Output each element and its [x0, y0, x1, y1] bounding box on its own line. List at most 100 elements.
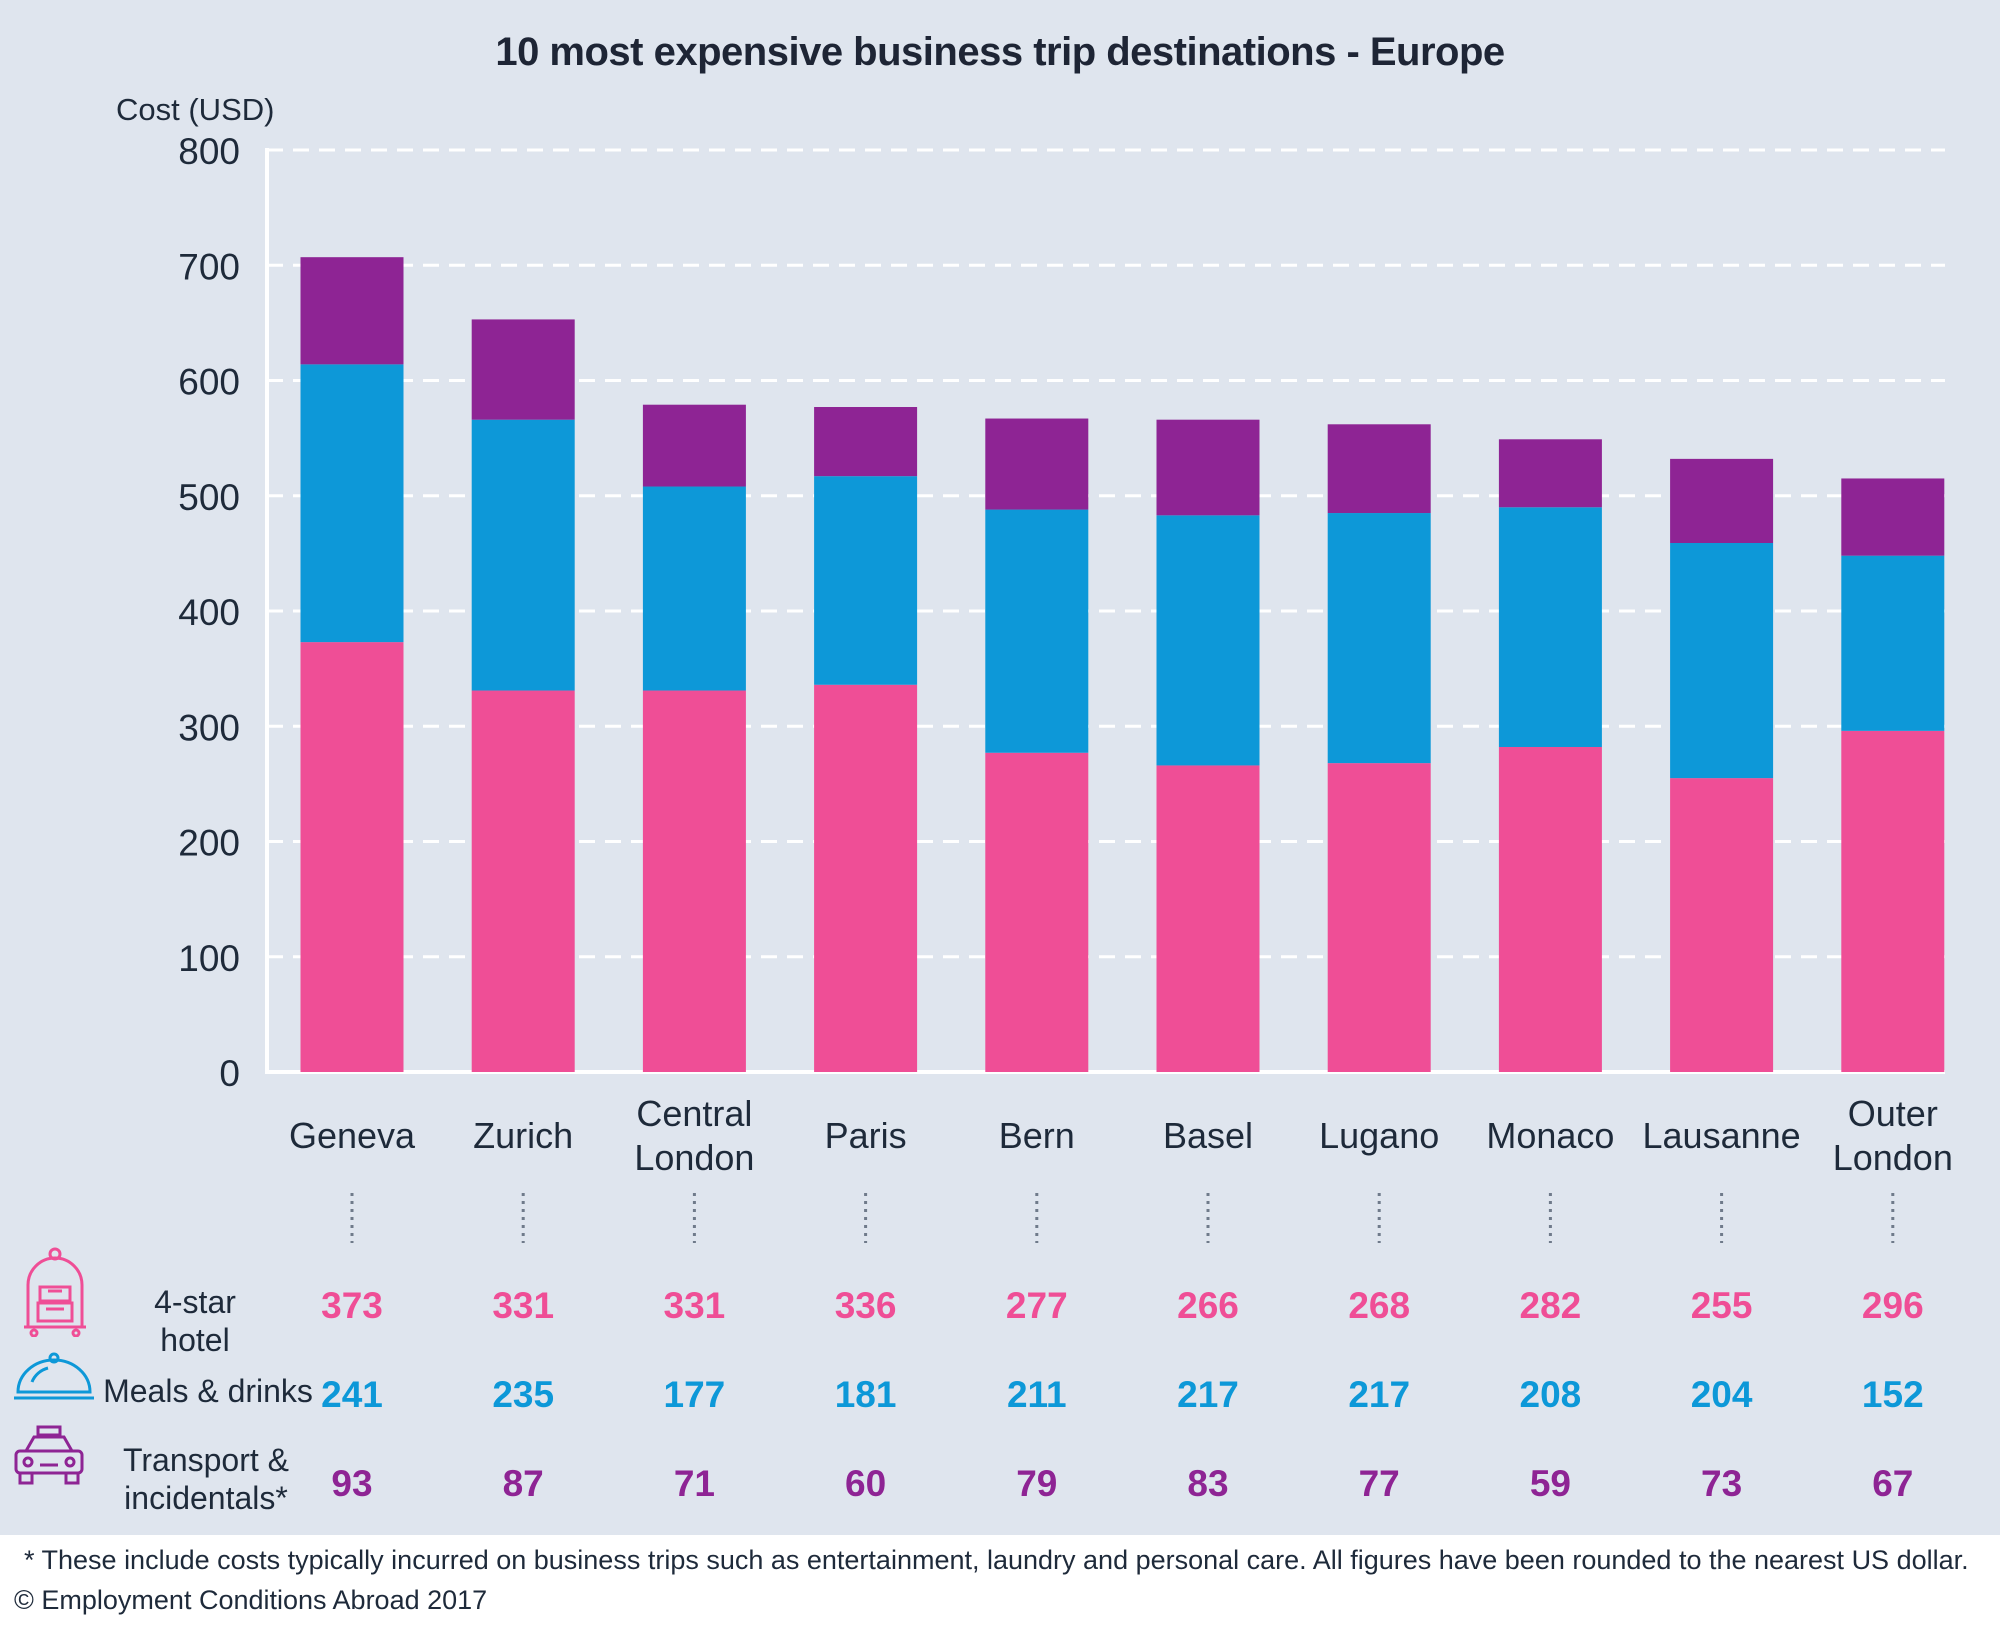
data-value-label: 71	[634, 1463, 754, 1505]
hotel-trolley-icon	[20, 1247, 90, 1342]
y-tick-label: 0	[219, 1053, 240, 1094]
data-value-label: 336	[806, 1285, 926, 1327]
bar-segment	[1841, 731, 1944, 1072]
data-value-label: 208	[1490, 1374, 1610, 1416]
data-value-label: 93	[292, 1463, 412, 1505]
bar-segment	[1157, 515, 1260, 765]
x-tick-label-line: Outer	[1813, 1092, 1973, 1136]
x-tick-label-line: Central	[614, 1092, 774, 1136]
x-tick-label: Paris	[786, 1114, 946, 1158]
y-axis-label: Cost (USD)	[116, 92, 274, 128]
data-value-label: 67	[1833, 1463, 1953, 1505]
x-tick-label-line: Lausanne	[1642, 1114, 1802, 1158]
bar-segment	[1328, 513, 1431, 763]
data-value-label: 373	[292, 1285, 412, 1327]
copyright: © Employment Conditions Abroad 2017	[14, 1585, 487, 1616]
data-value-label: 87	[463, 1463, 583, 1505]
y-tick-label: 600	[178, 362, 240, 403]
y-tick-label: 200	[178, 823, 240, 864]
data-value-label: 331	[463, 1285, 583, 1327]
x-tick-label-line: Lugano	[1299, 1114, 1459, 1158]
data-value-label: 331	[634, 1285, 754, 1327]
bar-segment	[301, 642, 404, 1072]
data-value-label: 217	[1148, 1374, 1268, 1416]
data-value-label: 277	[977, 1285, 1097, 1327]
bar-segment	[1499, 507, 1602, 747]
x-tick-label-line: Bern	[957, 1114, 1117, 1158]
bar-segment	[1157, 765, 1260, 1072]
x-tick-label-line: Zurich	[443, 1114, 603, 1158]
bar-segment	[472, 319, 575, 419]
x-tick-label: Basel	[1128, 1114, 1288, 1158]
bar-segment	[472, 691, 575, 1072]
data-value-label: 296	[1833, 1285, 1953, 1327]
x-tick-label: Monaco	[1470, 1114, 1630, 1158]
bar-segment	[1841, 478, 1944, 555]
y-tick-label: 100	[178, 938, 240, 979]
data-value-label: 204	[1662, 1374, 1782, 1416]
taxi-icon	[12, 1425, 86, 1492]
x-tick-label: Outer London	[1813, 1092, 1973, 1180]
x-tick-label-line: Basel	[1128, 1114, 1288, 1158]
data-value-label: 282	[1490, 1285, 1610, 1327]
x-tick-label-line: Paris	[786, 1114, 946, 1158]
y-tick-label: 500	[178, 477, 240, 518]
data-value-label: 77	[1319, 1463, 1439, 1505]
bar-segment	[1157, 420, 1260, 516]
data-value-label: 73	[1662, 1463, 1782, 1505]
x-tick-label: Zurich	[443, 1114, 603, 1158]
y-tick-label: 800	[178, 131, 240, 172]
bar-segment	[1499, 747, 1602, 1072]
x-tick-label: Lausanne	[1642, 1114, 1802, 1158]
bar-segment	[1841, 556, 1944, 731]
y-tick-label: 700	[178, 246, 240, 287]
bar-segment	[643, 405, 746, 487]
chart-title: 10 most expensive business trip destinat…	[0, 30, 2000, 75]
data-value-label: 181	[806, 1374, 926, 1416]
bar-segment	[814, 476, 917, 685]
bar-segment	[1670, 778, 1773, 1072]
bar-segment	[1328, 424, 1431, 513]
bar-segment	[643, 691, 746, 1072]
footnote: * These include costs typically incurred…	[24, 1545, 1984, 1576]
bar-segment	[1499, 439, 1602, 507]
x-tick-label: Central London	[614, 1092, 774, 1180]
bar-segment	[985, 419, 1088, 510]
data-value-label: 235	[463, 1374, 583, 1416]
x-tick-label-line: London	[1813, 1136, 1973, 1180]
bar-segment	[1328, 763, 1431, 1072]
bar-segment	[643, 487, 746, 691]
data-value-label: 79	[977, 1463, 1097, 1505]
bar-segment	[985, 510, 1088, 753]
bar-segment	[985, 753, 1088, 1072]
data-value-label: 83	[1148, 1463, 1268, 1505]
data-value-label: 217	[1319, 1374, 1439, 1416]
series-label: Transport & incidentals*	[106, 1441, 306, 1517]
bar-segment	[301, 257, 404, 364]
data-value-label: 211	[977, 1374, 1097, 1416]
data-value-label: 59	[1490, 1463, 1610, 1505]
x-tick-label: Bern	[957, 1114, 1117, 1158]
bar-segment	[1670, 459, 1773, 543]
data-value-label: 241	[292, 1374, 412, 1416]
data-value-label: 268	[1319, 1285, 1439, 1327]
bar-segment	[301, 364, 404, 642]
bar-segment	[472, 420, 575, 691]
bar-segment	[814, 685, 917, 1072]
x-tick-label: Geneva	[272, 1114, 432, 1158]
data-value-label: 60	[806, 1463, 926, 1505]
y-tick-label: 400	[178, 592, 240, 633]
data-value-label: 152	[1833, 1374, 1953, 1416]
x-tick-label-line: Geneva	[272, 1114, 432, 1158]
x-tick-label-line: London	[614, 1136, 774, 1180]
x-tick-label-line: Monaco	[1470, 1114, 1630, 1158]
data-value-label: 266	[1148, 1285, 1268, 1327]
data-value-label: 177	[634, 1374, 754, 1416]
y-tick-label: 300	[178, 707, 240, 748]
food-cloche-icon	[12, 1352, 96, 1411]
series-label: Meals & drinks	[98, 1372, 318, 1410]
series-label: 4-star hotel	[120, 1283, 270, 1359]
x-tick-label: Lugano	[1299, 1114, 1459, 1158]
bar-segment	[1670, 543, 1773, 778]
data-value-label: 255	[1662, 1285, 1782, 1327]
